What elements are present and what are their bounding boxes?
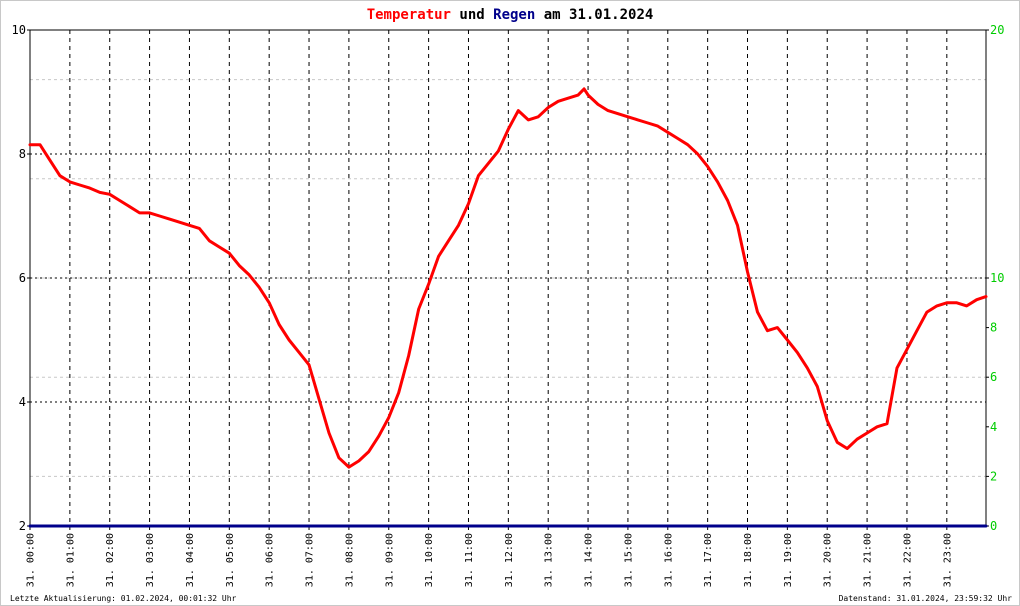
x-tick-label: 31. 22:00 bbox=[902, 533, 913, 587]
series-layer bbox=[28, 87, 988, 528]
x-tick-label: 31. 04:00 bbox=[185, 533, 196, 587]
x-tick-label: 31. 19:00 bbox=[783, 533, 794, 587]
x-tick-label: 31. 07:00 bbox=[305, 533, 316, 587]
x-tick-label: 31. 18:00 bbox=[743, 533, 754, 587]
x-tick-label: 31. 17:00 bbox=[703, 533, 714, 587]
right-y-axis: 0 2 4 6 8 10 20 bbox=[986, 23, 1004, 533]
x-tick-label: 31. 15:00 bbox=[623, 533, 634, 587]
right-tick-label: 6 bbox=[990, 370, 997, 384]
right-tick-label: 2 bbox=[990, 469, 997, 483]
x-tick-label: 31. 06:00 bbox=[265, 533, 276, 587]
left-tick-label: 2 bbox=[19, 519, 26, 533]
x-tick-label: 31. 08:00 bbox=[344, 533, 355, 587]
right-tick-label: 0 bbox=[990, 519, 997, 533]
title-rain: Regen bbox=[493, 7, 535, 23]
left-tick-label: 10 bbox=[12, 23, 26, 37]
title-temperature: Temperatur bbox=[367, 7, 451, 23]
x-tick-label: 31. 00:00 bbox=[26, 533, 37, 587]
footer-last-update: Letzte Aktualisierung: 01.02.2024, 00:01… bbox=[10, 594, 237, 603]
right-tick-label: 8 bbox=[990, 321, 997, 335]
temperature-line bbox=[28, 87, 988, 469]
x-axis: 31. 00:00 31. 01:00 31. 02:00 31. 03:00 31. … bbox=[26, 526, 953, 587]
left-tick-label: 6 bbox=[19, 271, 26, 285]
left-tick-label: 4 bbox=[19, 395, 26, 409]
x-tick-label: 31. 23:00 bbox=[942, 533, 953, 587]
right-tick-label: 10 bbox=[990, 271, 1004, 285]
footer-data-status: Datenstand: 31.01.2024, 23:59:32 Uhr bbox=[839, 594, 1013, 603]
chart-title: Temperatur und Regen am 31.01.2024 bbox=[367, 7, 654, 23]
grid bbox=[29, 29, 987, 526]
x-tick-label: 31. 16:00 bbox=[663, 533, 674, 587]
x-tick-label: 31. 09:00 bbox=[384, 533, 395, 587]
x-tick-label: 31. 10:00 bbox=[424, 533, 435, 587]
x-tick-label: 31. 11:00 bbox=[464, 533, 475, 587]
x-tick-label: 31. 21:00 bbox=[863, 533, 874, 587]
x-tick-label: 31. 03:00 bbox=[145, 533, 156, 587]
right-tick-label: 4 bbox=[990, 420, 997, 434]
x-tick-label: 31. 14:00 bbox=[584, 533, 595, 587]
x-tick-label: 31. 13:00 bbox=[544, 533, 555, 587]
x-tick-label: 31. 05:00 bbox=[225, 533, 236, 587]
title-und: und bbox=[451, 7, 493, 23]
left-tick-label: 8 bbox=[19, 147, 26, 161]
right-tick-label: 20 bbox=[990, 23, 1004, 37]
x-tick-label: 31. 01:00 bbox=[65, 533, 76, 587]
x-tick-label: 31. 12:00 bbox=[504, 533, 515, 587]
x-tick-label: 31. 02:00 bbox=[105, 533, 116, 587]
x-tick-label: 31. 20:00 bbox=[823, 533, 834, 587]
title-date: am 31.01.2024 bbox=[535, 7, 653, 23]
